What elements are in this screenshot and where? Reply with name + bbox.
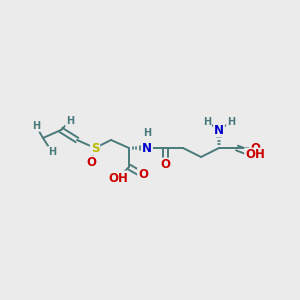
Text: H: H — [32, 121, 40, 131]
Text: O: O — [138, 169, 148, 182]
Text: H: H — [227, 117, 235, 127]
Text: H: H — [143, 128, 151, 138]
Text: OH: OH — [245, 148, 265, 161]
Text: O: O — [86, 157, 96, 169]
Text: H: H — [203, 117, 211, 127]
Text: N: N — [142, 142, 152, 154]
Text: OH: OH — [108, 172, 128, 184]
Text: N: N — [214, 124, 224, 136]
Text: O: O — [250, 142, 260, 154]
Text: S: S — [91, 142, 99, 154]
Text: H: H — [48, 147, 56, 157]
Text: O: O — [160, 158, 170, 172]
Text: H: H — [66, 116, 74, 126]
